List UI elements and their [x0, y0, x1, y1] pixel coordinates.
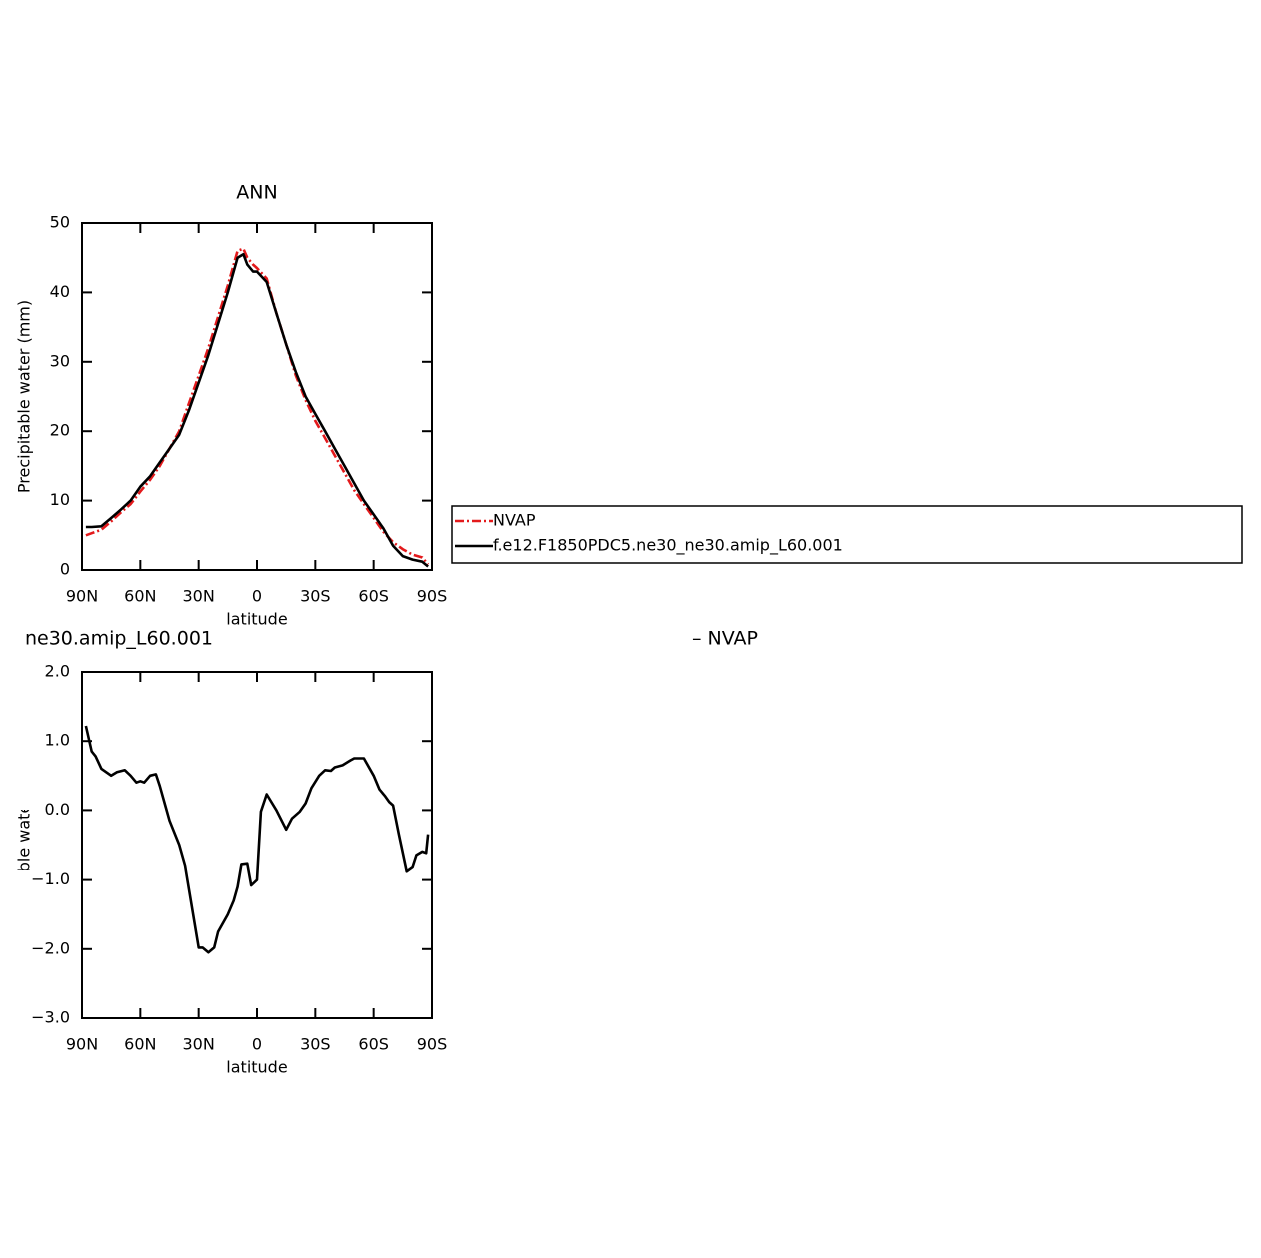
y-tick-label: 40 [50, 282, 70, 301]
x-tick-label: 30S [300, 1035, 331, 1054]
x-tick-label: 90N [66, 1035, 98, 1054]
plot-frame [81, 671, 433, 1019]
y-tick-label: 50 [50, 213, 70, 232]
x-tick-label: 60S [358, 587, 389, 606]
y-tick-label: 30 [50, 351, 70, 370]
y-tick-label: −3.0 [31, 1008, 70, 1027]
x-tick-label: 0 [252, 587, 262, 606]
y-axis-label: Precipitable water (mm) [15, 748, 34, 941]
x-tick-label: 0 [252, 1035, 262, 1054]
chart-title: – NVAP [692, 628, 758, 650]
line [84, 725, 430, 954]
plot-frame [81, 222, 433, 571]
chart-title: ANN [236, 182, 277, 204]
x-tick-label: 90S [417, 587, 448, 606]
y-axis-label: Precipitable water (mm) [15, 300, 34, 493]
y-tick-label: 0.0 [45, 800, 70, 819]
x-axis-label: latitude [226, 610, 287, 629]
x-axis-label: latitude [226, 1058, 287, 1077]
x-tick-label: 60S [358, 1035, 389, 1054]
y-tick-label: 0 [60, 560, 70, 579]
x-tick-label: 30N [183, 1035, 215, 1054]
x-tick-label: 30S [300, 587, 331, 606]
y-tick-label: 2.0 [45, 662, 70, 681]
y-tick-label: 1.0 [45, 731, 70, 750]
x-tick-label: 60N [124, 1035, 156, 1054]
line [85, 252, 429, 568]
line [85, 247, 430, 566]
legend-label: f.e12.F1850PDC5.ne30_ne30.amip_L60.001 [493, 536, 843, 556]
x-tick-label: 90S [417, 1035, 448, 1054]
y-tick-label: −1.0 [31, 869, 70, 888]
chart-title: ne30.amip_L60.001 [25, 628, 213, 650]
x-tick-label: 90N [66, 587, 98, 606]
x-tick-label: 30N [183, 587, 215, 606]
legend-frame [451, 505, 1243, 564]
y-tick-label: 10 [50, 490, 70, 509]
y-tick-label: −2.0 [31, 938, 70, 957]
legend-label: NVAP [493, 511, 536, 530]
y-tick-label: 20 [50, 421, 70, 440]
x-tick-label: 60N [124, 587, 156, 606]
